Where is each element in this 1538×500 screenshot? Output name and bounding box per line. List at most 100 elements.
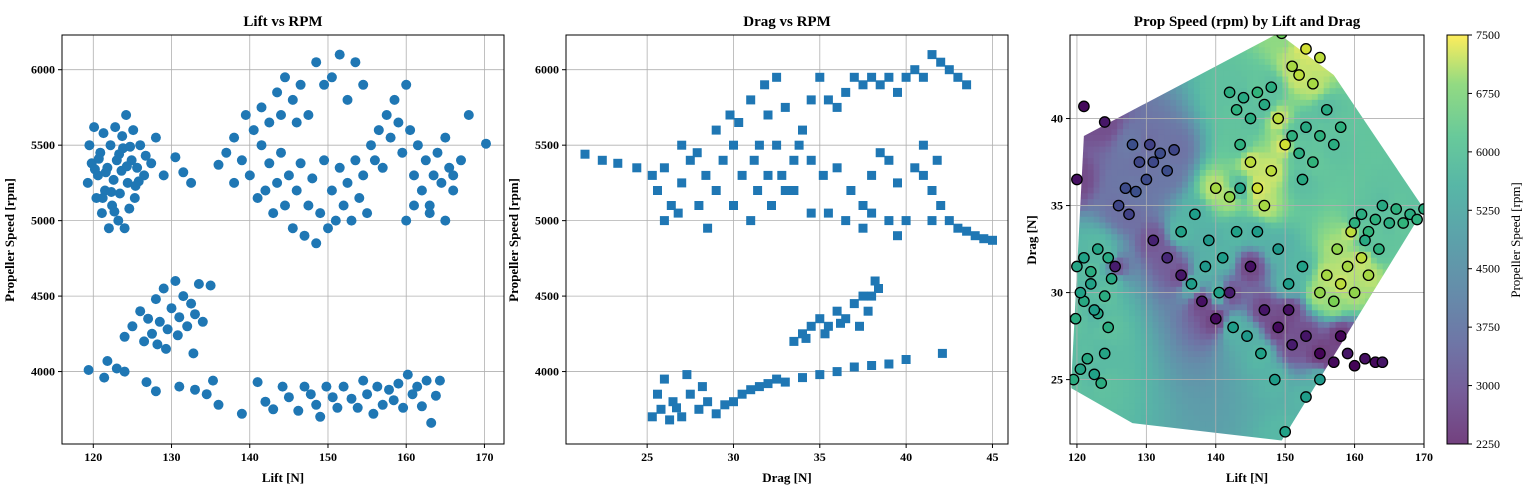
contour-cell: [1111, 362, 1118, 369]
contour-cell: [1400, 408, 1407, 416]
contour-cell: [1276, 163, 1283, 170]
contour-cell: [1370, 303, 1378, 311]
contour-cell: [1105, 70, 1112, 77]
contour-cell: [1306, 385, 1313, 393]
contour-cell: [1199, 397, 1207, 404]
contour-cell: [1365, 99, 1372, 106]
contour-cell: [1129, 239, 1136, 246]
contour-cell: [1323, 157, 1331, 165]
contour-cell: [1382, 70, 1390, 77]
contour-cell: [1353, 403, 1360, 410]
contour-cell: [1205, 75, 1213, 83]
contour-cell: [1341, 327, 1348, 334]
contour-cell: [1176, 321, 1183, 328]
contour-cell: [1341, 221, 1348, 229]
contour-cell: [1353, 274, 1360, 281]
contour-cell: [1182, 414, 1189, 422]
contour-cell: [1241, 303, 1248, 311]
contour-cell: [1258, 151, 1266, 159]
contour-cell: [1282, 64, 1289, 71]
contour-cell: [1241, 146, 1248, 153]
contour-cell: [1129, 122, 1136, 130]
contour-cell: [1134, 280, 1142, 287]
contour-cell: [1406, 52, 1413, 59]
contour-cell: [1217, 134, 1224, 141]
contour-cell: [1134, 110, 1142, 118]
contour-cell: [1199, 204, 1207, 211]
contour-cell: [1087, 344, 1095, 352]
contour-cell: [1406, 239, 1413, 246]
contour-cell: [1294, 58, 1301, 65]
contour-cell: [1276, 438, 1283, 441]
data-point: [858, 291, 868, 301]
contour-cell: [1123, 338, 1130, 346]
contour-cell: [1099, 315, 1106, 322]
data-point: [358, 375, 369, 386]
contour-cell: [1247, 420, 1254, 428]
contour-cell: [1140, 274, 1148, 281]
contour-cell: [1205, 204, 1213, 211]
contour-cell: [1123, 327, 1130, 334]
contour-cell: [1282, 128, 1289, 135]
contour-cell: [1117, 216, 1124, 223]
data-point: [377, 162, 388, 173]
contour-cell: [1071, 40, 1077, 48]
contour-cell: [1099, 332, 1106, 340]
contour-cell: [1382, 175, 1390, 182]
contour-cell: [1370, 128, 1378, 135]
contour-cell: [1099, 368, 1106, 375]
contour-cell: [1394, 181, 1401, 188]
contour-cell: [1247, 385, 1254, 393]
contour-cell: [1205, 181, 1213, 188]
contour-cell: [1323, 315, 1331, 322]
contour-cell: [1412, 245, 1419, 252]
contour-cell: [1323, 420, 1331, 428]
contour-cell: [1158, 432, 1165, 439]
contour-cell: [1247, 227, 1254, 235]
data-point: [1130, 185, 1142, 198]
contour-cell: [1081, 414, 1089, 422]
contour-cell: [1229, 216, 1236, 223]
contour-cell: [1140, 414, 1148, 422]
contour-cell: [1099, 198, 1106, 206]
contour-cell: [1317, 169, 1325, 176]
data-point: [932, 155, 942, 165]
contour-cell: [1276, 52, 1283, 59]
contour-cell: [1294, 110, 1301, 118]
contour-cell: [1158, 116, 1165, 124]
contour-cell: [1288, 99, 1295, 106]
contour-cell: [1129, 257, 1136, 264]
contour-cell: [1146, 309, 1154, 317]
data-point: [780, 377, 790, 387]
contour-cell: [1117, 181, 1124, 188]
contour-cell: [1264, 151, 1272, 159]
contour-cell: [1152, 146, 1160, 153]
contour-cell: [1140, 297, 1148, 305]
contour-cell: [1376, 297, 1384, 305]
data-point: [89, 164, 100, 175]
data-point: [632, 163, 642, 173]
contour-cell: [1087, 257, 1095, 264]
contour-cell: [1394, 239, 1401, 246]
contour-cell: [1081, 128, 1089, 135]
contour-cell: [1211, 408, 1219, 416]
contour-cell: [1388, 368, 1396, 375]
colorbar-tick-label: 5250: [1476, 203, 1500, 217]
contour-cell: [1105, 262, 1112, 270]
contour-cell: [1241, 338, 1248, 346]
data-point: [988, 235, 997, 245]
contour-cell: [1258, 233, 1266, 241]
contour-cell: [1211, 99, 1219, 106]
data-point: [346, 215, 357, 226]
contour-cell: [1347, 338, 1354, 346]
contour-cell: [1412, 181, 1419, 188]
contour-cell: [1323, 408, 1331, 416]
contour-cell: [1300, 327, 1307, 334]
contour-cell: [1394, 379, 1401, 387]
contour-cell: [1347, 105, 1354, 112]
contour-cell: [1294, 408, 1301, 416]
contour-cell: [1140, 292, 1148, 299]
contour-cell: [1164, 58, 1171, 65]
contour-cell: [1412, 315, 1419, 322]
contour-cell: [1294, 227, 1301, 235]
